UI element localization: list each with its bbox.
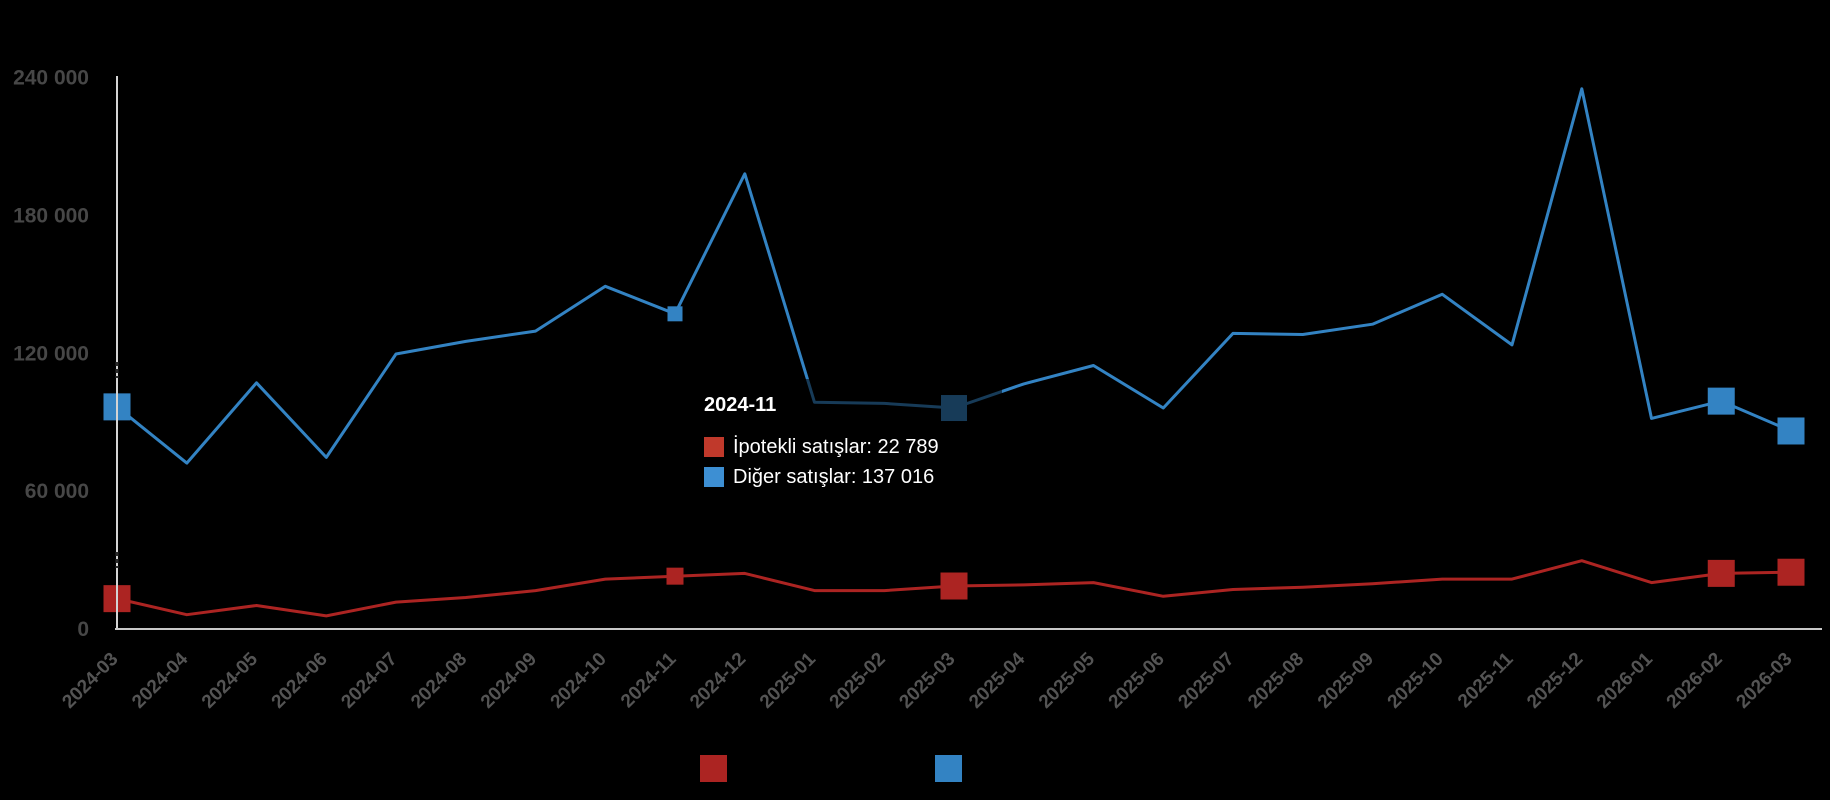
x-axis-label-2024-03: 2024-03 [58, 649, 122, 713]
x-axis-label-2026-01: 2026-01 [1593, 648, 1657, 712]
data-point-marker-1-12[interactable] [941, 395, 967, 422]
x-axis-label-2025-08: 2025-08 [1244, 649, 1308, 713]
x-axis-label-2024-09: 2024-09 [477, 649, 541, 713]
x-axis-label-2025-06: 2025-06 [1105, 649, 1169, 713]
x-axis-label-2025-01: 2025-01 [756, 648, 820, 712]
x-axis-label-2025-05: 2025-05 [1035, 648, 1099, 712]
x-axis-label-2025-10: 2025-10 [1384, 649, 1448, 713]
x-axis-label-2024-06: 2024-06 [268, 649, 332, 713]
data-point-marker-1-24[interactable] [1777, 417, 1805, 445]
y-axis-tick-label: 60 000 [25, 480, 89, 503]
legend-item-diger-satislar[interactable] [935, 755, 962, 782]
legend-item-ipotekli-satislar[interactable] [700, 755, 727, 782]
x-axis-label-2026-02: 2026-02 [1663, 649, 1727, 713]
data-point-marker-0-23[interactable] [1707, 559, 1735, 587]
y-axis-tick-label: 240 000 [13, 67, 89, 90]
x-axis-label-2025-09: 2025-09 [1314, 649, 1378, 713]
data-point-marker-0-24[interactable] [1777, 558, 1805, 586]
data-point-marker-1-23[interactable] [1707, 387, 1735, 415]
y-axis-tick-label: 0 [77, 618, 89, 641]
x-axis-label-2024-07: 2024-07 [337, 649, 401, 713]
x-axis-label-2025-04: 2025-04 [965, 648, 1029, 712]
x-axis-label-2025-12: 2025-12 [1523, 649, 1587, 713]
x-axis-label-2024-05: 2024-05 [198, 648, 262, 712]
x-axis-label-2025-11: 2025-11 [1454, 648, 1518, 712]
x-axis-label-2024-04: 2024-04 [128, 648, 192, 712]
y-axis-tick-label: 120 000 [13, 342, 89, 365]
x-axis-label-2025-07: 2025-07 [1174, 649, 1238, 713]
x-axis-label-2024-10: 2024-10 [547, 649, 611, 713]
x-axis-label-2024-11: 2024-11 [617, 648, 681, 712]
x-axis-label-2025-03: 2025-03 [895, 649, 959, 713]
y-axis-tick-label: 180 000 [13, 204, 89, 227]
data-point-marker-0-8[interactable] [666, 567, 684, 585]
x-axis-label-2024-08: 2024-08 [407, 649, 471, 713]
x-axis-label-2025-02: 2025-02 [826, 649, 890, 713]
data-point-marker-1-8[interactable] [667, 306, 683, 322]
data-point-marker-0-12[interactable] [940, 572, 968, 600]
x-axis-label-2024-12: 2024-12 [686, 649, 750, 713]
x-axis-label-2026-03: 2026-03 [1732, 649, 1796, 713]
